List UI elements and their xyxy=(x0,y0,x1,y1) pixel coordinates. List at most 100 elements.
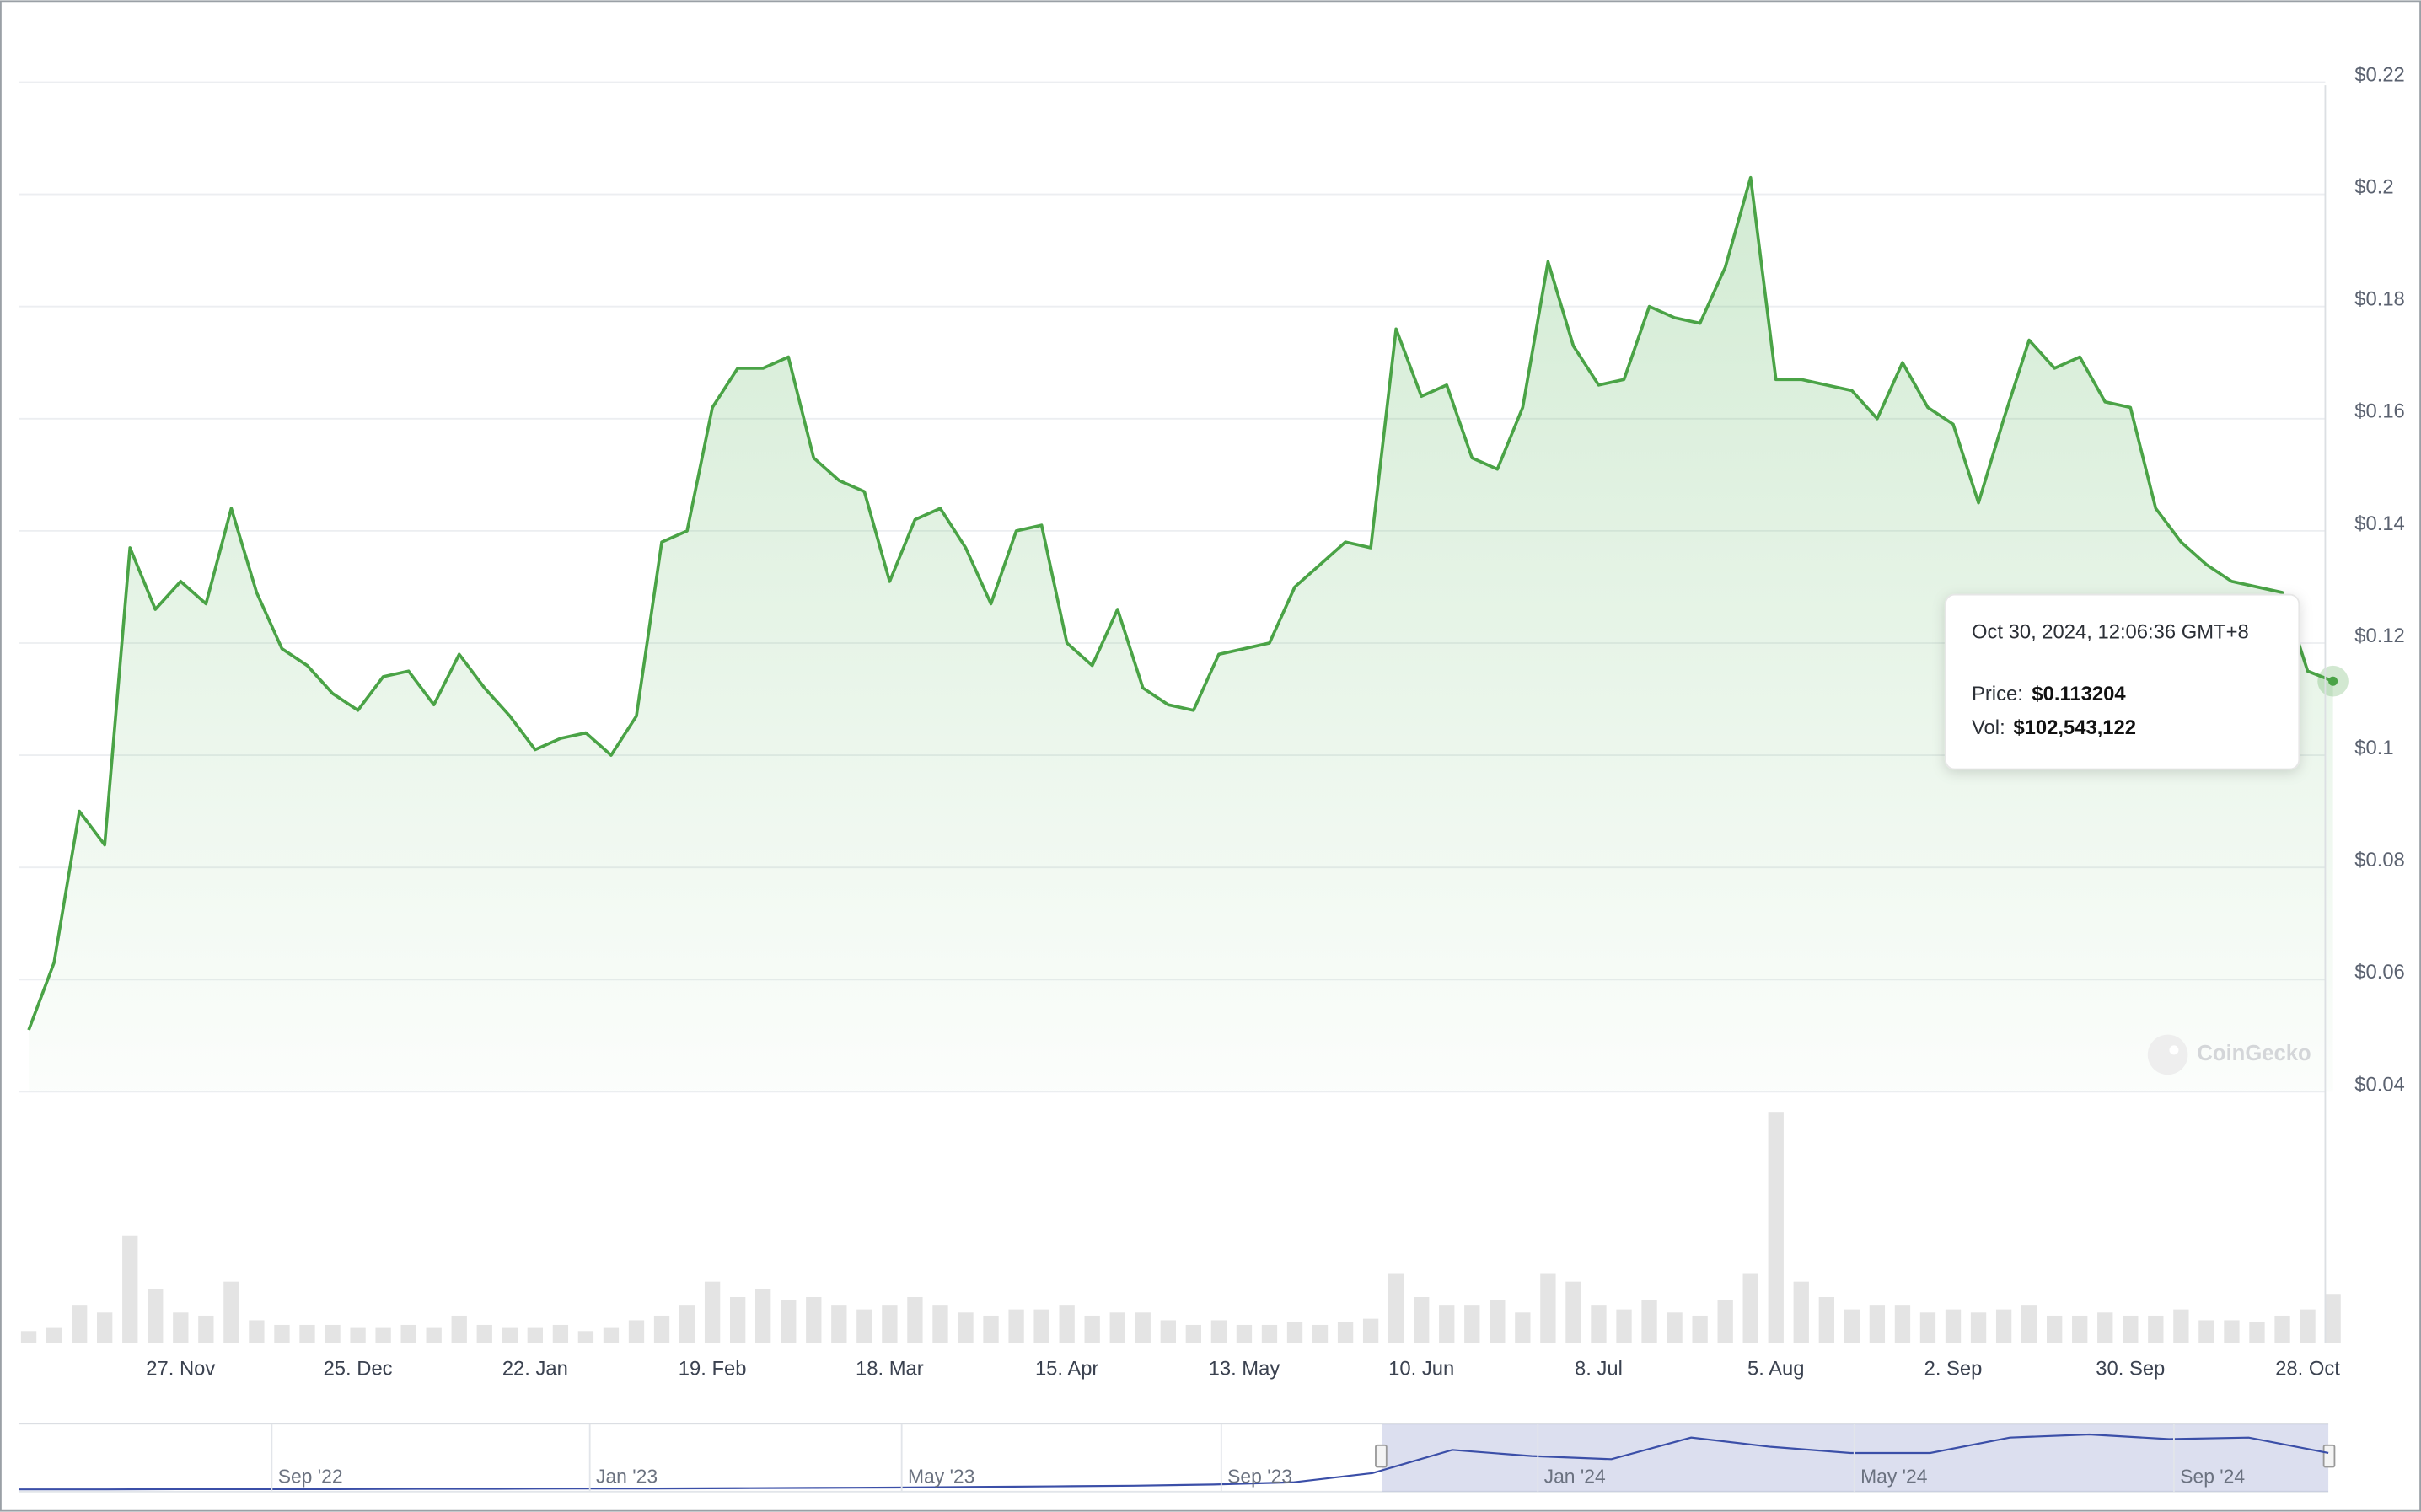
volume-bar xyxy=(223,1281,239,1343)
axis-labels: $0.04 $0.06 $0.08 $0.1 $0.12 $0.14 $0.16 $0.18 $… xyxy=(146,63,2405,1380)
volume-bar xyxy=(1490,1300,1506,1343)
price-line xyxy=(27,175,2334,1031)
tooltip-vol-label: Vol: xyxy=(1972,716,2005,739)
volume-bar xyxy=(299,1324,315,1343)
watermark-logo-eye xyxy=(2169,1045,2179,1055)
navigator-label: Sep '22 xyxy=(278,1465,343,1487)
volume-bar xyxy=(1337,1322,1354,1343)
navigator-label: May '23 xyxy=(908,1465,974,1487)
volume-bar xyxy=(1869,1305,1886,1343)
volume-bar xyxy=(1210,1320,1227,1343)
volume-bar xyxy=(2021,1305,2037,1343)
navigator-label: Jan '23 xyxy=(596,1465,658,1487)
volume-bar xyxy=(1236,1324,1253,1343)
volume-bar xyxy=(1160,1320,1176,1343)
volume-bar xyxy=(1312,1324,1329,1343)
volume-bar xyxy=(2173,1309,2189,1343)
volume-bar xyxy=(2047,1315,2063,1343)
volume-bar xyxy=(907,1296,923,1343)
volume-bar xyxy=(1464,1305,1480,1343)
navigator-line xyxy=(18,1433,2329,1491)
volume-bar xyxy=(1717,1300,1733,1343)
volume-bar xyxy=(1692,1315,1708,1343)
volume-bar xyxy=(350,1327,366,1343)
volume-bar xyxy=(426,1327,442,1343)
volume-bar xyxy=(2198,1320,2214,1343)
watermark-text: CoinGecko xyxy=(2197,1042,2311,1065)
volume-bar xyxy=(1667,1312,1683,1343)
volume-bar xyxy=(1768,1112,1784,1343)
tooltip-price-label: Price: xyxy=(1972,683,2023,705)
volume-bar xyxy=(1565,1281,1581,1343)
navigator-handle-right[interactable] xyxy=(2322,1444,2336,1468)
volume-bar xyxy=(781,1300,797,1343)
volume-bar xyxy=(274,1324,290,1343)
volume-bar xyxy=(400,1324,416,1343)
tooltip-vol: $102,543,122 xyxy=(2013,716,2136,739)
hover-point xyxy=(2328,676,2338,686)
watermark-logo xyxy=(2147,1034,2188,1075)
volume-bar xyxy=(1970,1312,1987,1343)
volume-bar xyxy=(1008,1309,1024,1343)
volume-bar xyxy=(2300,1309,2316,1343)
volume-bar xyxy=(2274,1315,2290,1343)
volume-bar xyxy=(2072,1315,2088,1343)
volume-bar xyxy=(198,1315,214,1343)
volume-bar xyxy=(806,1296,822,1343)
volume-bar xyxy=(1135,1312,1151,1343)
volume-bar xyxy=(1388,1273,1404,1343)
volume-bar xyxy=(1414,1296,1430,1343)
y-tick-label: $0.2 xyxy=(2354,176,2393,199)
x-tick-label: 19. Feb xyxy=(679,1357,747,1380)
volume-bar xyxy=(1362,1318,1379,1343)
volume-bar xyxy=(1033,1309,1049,1343)
x-tick-label: 18. Mar xyxy=(856,1357,924,1380)
volume-bar xyxy=(2325,1294,2341,1343)
volume-bar xyxy=(2123,1315,2139,1343)
navigator-label: Sep '23 xyxy=(1227,1465,1292,1487)
volume-bar xyxy=(1995,1309,2012,1343)
volume-bar xyxy=(325,1324,341,1343)
volume-bar xyxy=(97,1312,113,1343)
x-tick-label: 2. Sep xyxy=(1924,1357,1983,1380)
volume-bar xyxy=(1185,1324,1202,1343)
x-tick-label: 28. Oct xyxy=(2275,1357,2340,1380)
tooltip-price: $0.113204 xyxy=(2032,683,2126,705)
navigator-label: Sep '24 xyxy=(2180,1465,2245,1487)
volume-bar xyxy=(983,1315,999,1343)
volume-bar xyxy=(653,1315,670,1343)
volume-bar xyxy=(882,1305,898,1343)
volume-bar xyxy=(958,1312,974,1343)
volume-bar xyxy=(1084,1315,1100,1343)
volume-bar xyxy=(603,1327,620,1343)
volume-bar xyxy=(71,1305,88,1343)
volume-bar xyxy=(2097,1312,2113,1343)
x-tick-label: 8. Jul xyxy=(1575,1357,1623,1380)
x-tick-label: 25. Dec xyxy=(324,1357,393,1380)
volume-bar xyxy=(729,1296,746,1343)
y-tick-label: $0.14 xyxy=(2354,512,2405,535)
y-tick-label: $0.06 xyxy=(2354,961,2405,984)
volume-bar xyxy=(1286,1322,1303,1343)
tooltip: Oct 30, 2024, 12:06:36 GMT+8 Price: $0.1… xyxy=(1944,593,2300,770)
volume-bar xyxy=(249,1320,265,1343)
volume-bar xyxy=(1059,1305,1075,1343)
volume-bar xyxy=(1439,1305,1455,1343)
volume-bar xyxy=(1641,1300,1657,1343)
volume-bar xyxy=(1945,1309,1962,1343)
y-tick-label: $0.22 xyxy=(2354,63,2405,86)
volume-bar xyxy=(2224,1320,2240,1343)
volume-bar xyxy=(577,1331,594,1343)
x-tick-label: 5. Aug xyxy=(1747,1357,1805,1380)
navigator-handle-left[interactable] xyxy=(1375,1444,1388,1468)
tooltip-date: Oct 30, 2024, 12:06:36 GMT+8 xyxy=(1972,621,2249,644)
y-tick-label: $0.04 xyxy=(2354,1073,2405,1096)
volume-bar xyxy=(1818,1296,1834,1343)
volume-bar xyxy=(704,1281,721,1343)
volume-bar xyxy=(173,1312,189,1343)
navigator-label: May '24 xyxy=(1860,1465,1928,1487)
tooltip-box xyxy=(1944,593,2300,770)
